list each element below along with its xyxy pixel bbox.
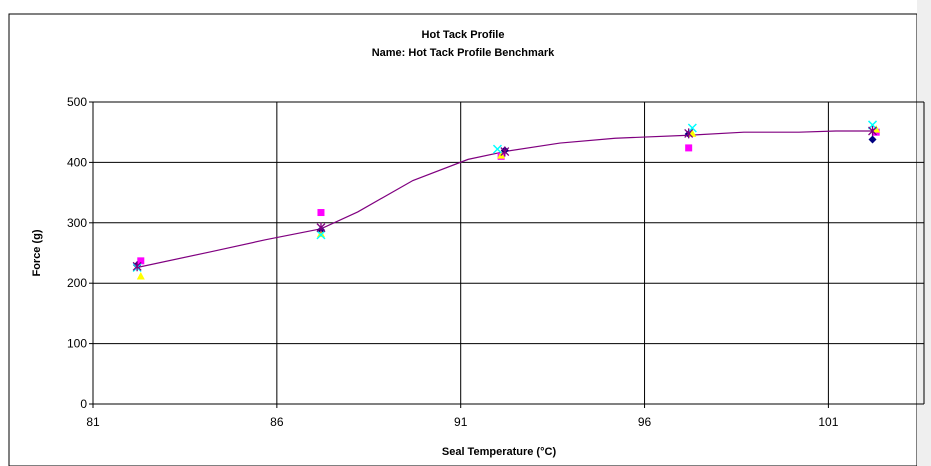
x-axis-label: Seal Temperature (°C) (442, 446, 557, 458)
data-point-diamond (868, 135, 877, 144)
data-point-asterisk (868, 125, 877, 136)
data-point-asterisk (500, 146, 510, 157)
x-tick-label: 96 (638, 415, 652, 429)
y-tick-label: 0 (80, 397, 87, 411)
chart-border (8, 13, 918, 466)
data-point-square (685, 144, 693, 152)
ticks: 0 100 200 300 400 500 81 86 91 96 101 (67, 95, 839, 429)
markers-group (132, 120, 881, 280)
chart-subtitle: Name: Hot Tack Profile Benchmark (372, 47, 555, 59)
data-point-asterisk (132, 261, 142, 272)
chart-title: Hot Tack Profile (422, 29, 505, 41)
x-tick-label: 86 (270, 415, 284, 429)
data-point-asterisk (684, 128, 694, 139)
data-point-square (317, 209, 325, 217)
y-tick-label: 100 (67, 337, 87, 351)
x-tick-label: 101 (818, 415, 838, 429)
x-tick-label: 91 (454, 415, 468, 429)
y-tick-label: 500 (67, 95, 87, 109)
data-point-square (137, 257, 145, 265)
data-point-triangle (316, 229, 325, 238)
y-axis-label: Force (g) (31, 229, 43, 276)
grid (92, 101, 925, 405)
data-point-x (687, 123, 697, 133)
x-tick-label: 81 (86, 415, 100, 429)
data-point-x (316, 230, 326, 240)
data-point-x (492, 144, 502, 154)
data-point-triangle (136, 271, 145, 280)
y-tick-label: 200 (67, 276, 87, 290)
y-tick-label: 400 (67, 155, 87, 169)
data-point-asterisk (316, 222, 326, 233)
y-tick-label: 300 (67, 216, 87, 230)
